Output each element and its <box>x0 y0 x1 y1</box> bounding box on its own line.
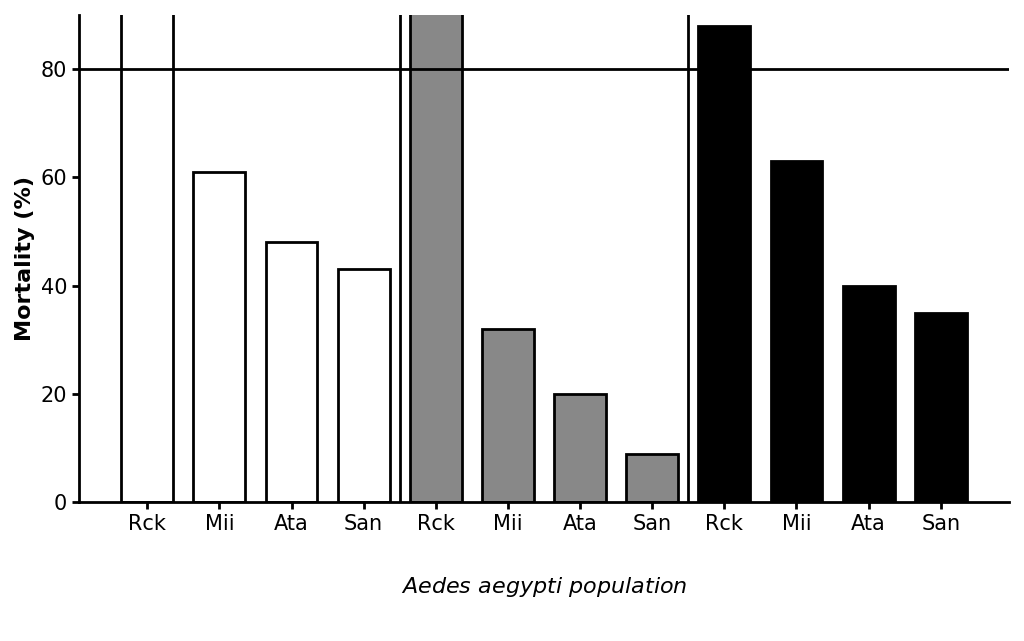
Bar <box>843 286 895 503</box>
Bar <box>121 0 173 503</box>
Bar <box>770 161 822 503</box>
Bar <box>914 313 967 503</box>
Bar <box>410 0 462 503</box>
Bar <box>627 454 678 503</box>
Bar <box>698 26 751 503</box>
Bar <box>482 329 534 503</box>
Y-axis label: Mortality (%): Mortality (%) <box>15 176 35 341</box>
Bar <box>194 172 246 503</box>
Text: $\bf{\it{Aedes\ aegypti\ population}}$: $\bf{\it{Aedes\ aegypti\ population}}$ <box>400 576 687 599</box>
Bar <box>265 242 317 503</box>
Bar <box>554 394 606 503</box>
Bar <box>338 269 389 503</box>
